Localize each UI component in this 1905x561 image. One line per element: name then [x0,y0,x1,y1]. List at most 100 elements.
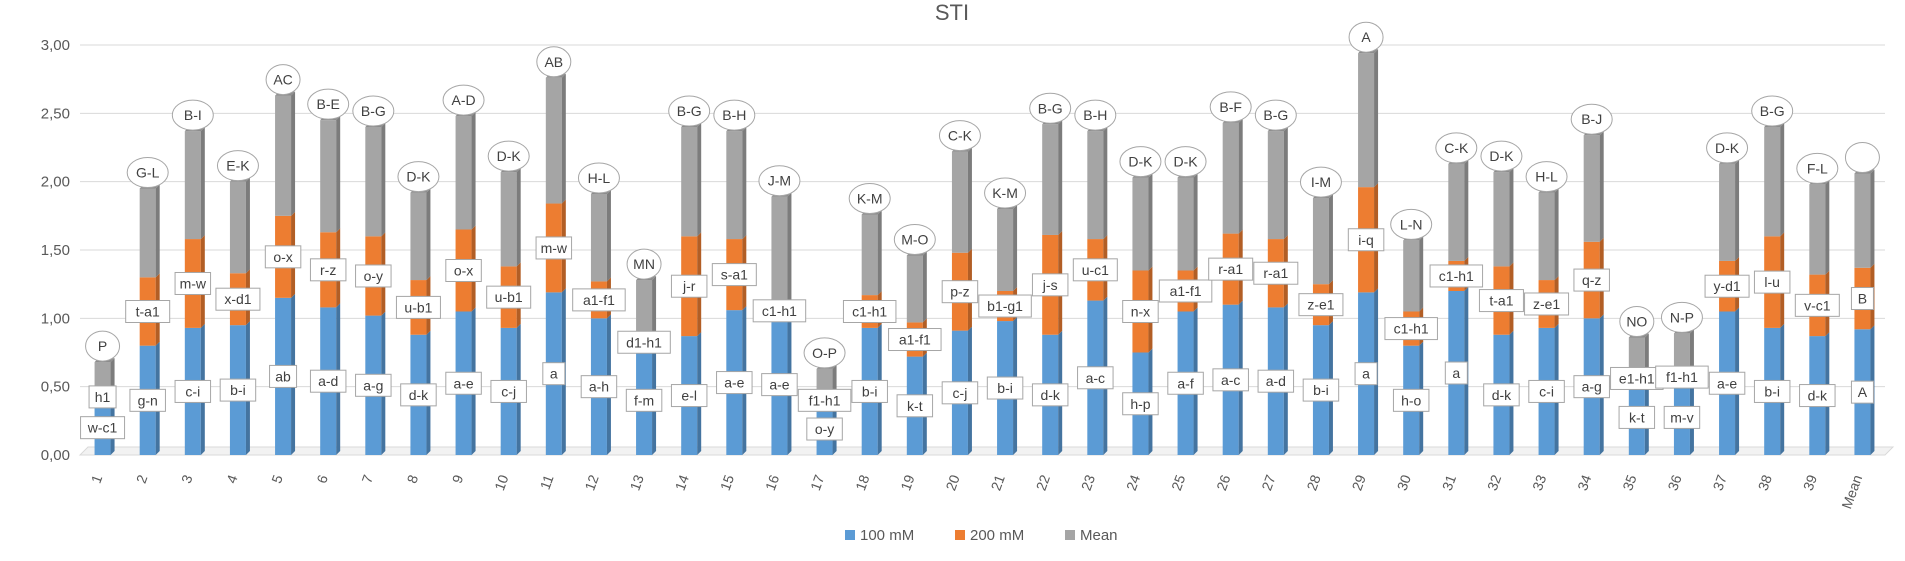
label-mean-group: I-M [1311,174,1331,190]
label-100mm-box [80,416,126,440]
label-200mm: o-y [364,268,383,284]
label-200mm-box [445,259,482,282]
label-200mm: y-d1 [1713,278,1740,294]
bar-side [516,168,521,267]
label-200mm-box [395,295,441,319]
label-mean-group: K-M [992,185,1018,201]
bar-side [922,251,927,323]
bar-side [742,127,747,240]
label-200mm: u-b1 [495,289,523,305]
bar-mean [1764,127,1781,237]
label-200mm: c1-h1 [1394,321,1429,337]
label-100mm: a-g [363,377,383,393]
label-mean-group-bubble [938,120,981,152]
label-200mm: f1-h1 [1666,369,1698,385]
label-mean-group-bubble [307,88,350,120]
label-100mm: h-o [1401,392,1421,408]
label-200mm-box [1655,365,1709,389]
label-200mm-box [1573,268,1610,292]
label-100mm-box [1618,405,1656,429]
label-mean-group-bubble [85,330,121,362]
label-100mm-box [1444,361,1468,385]
bar-mean [681,127,698,237]
bar-mean [1267,131,1284,240]
label-mean-group-bubble [713,99,756,131]
label-mean-group: D-K [406,169,431,185]
label-200mm-box [309,258,347,282]
label-200mm-box [842,300,897,323]
label-200mm: z-e1 [1307,297,1334,313]
label-mean-group-bubble [984,177,1027,209]
bar-mean [1403,240,1420,312]
label-mean-group: D-K [1174,154,1199,170]
label-200mm: d1-h1 [626,334,662,350]
label-200mm: m-w [180,275,207,291]
label-100mm-box [761,373,798,397]
bar-side [110,358,115,394]
label-mean-group-bubble [577,162,620,194]
y-tick-label: 3,00 [41,37,70,54]
label-200mm-box [264,245,302,269]
label-mean-group-bubble [397,161,440,193]
label-mean-group-bubble [352,95,395,127]
bar-mean [1493,172,1510,267]
label-mean-group: B-G [1760,103,1785,119]
label-200mm-box [1208,257,1254,281]
bar-side [1103,127,1108,240]
bar-side [1148,173,1153,271]
label-200mm: b1-g1 [987,298,1023,314]
bar-side [1328,194,1333,285]
bar-side [1870,169,1875,268]
label-100mm-box [269,364,298,388]
label-100mm-box [1167,371,1204,395]
bar-mean [1312,198,1329,285]
label-100mm-box [1663,405,1701,429]
label-200mm: q-z [1582,272,1601,288]
bar-side [1554,188,1559,281]
label-100mm: h-p [1130,396,1150,412]
bar-side [967,147,972,253]
label-mean-group-bubble [536,46,572,78]
x-tick-label: 35 [1619,472,1639,492]
bar-mean [771,196,788,308]
label-100mm-box [1077,366,1114,390]
bar-side [1193,173,1198,271]
label-100mm: g-n [138,392,158,408]
label-mean-group-bubble [442,84,485,116]
label-200mm: j-s [1042,277,1058,293]
bar-mean [1719,163,1736,261]
label-200mm: u-c1 [1082,262,1109,278]
label-mean-group-bubble [171,99,214,131]
label-200mm: r-a1 [1263,265,1288,281]
label-200mm: j-r [682,278,696,294]
label-mean-group: J-M [768,173,791,189]
label-200mm: u-b1 [404,299,432,315]
bar-side [1780,123,1785,237]
label-100mm: a-d [318,373,338,389]
label-200mm-box [1429,264,1484,288]
label-200mm: a1-f1 [899,332,931,348]
label-mean-group: F-L [1807,160,1828,176]
label-200mm: x-d1 [224,291,251,307]
label-200mm-box [572,288,626,312]
label-mean-group: A [1361,29,1371,45]
x-tick-label: 37 [1710,472,1730,492]
label-mean-group: C-K [948,128,973,144]
label-100mm: k-t [1629,409,1645,425]
letter-labels: w-c1 h1 Pg-n t-a1 G-L c-i m-w B-I b-i x-d1 E-K ab o-… [80,21,1880,441]
label-100mm-box [1122,392,1159,416]
label-mean-group-bubble [626,248,662,280]
label-mean-group: MN [633,256,655,272]
label-100mm-box [129,388,166,412]
x-tick-label: 38 [1755,472,1775,492]
label-mean-group-bubble [1480,140,1523,172]
label-200mm: t-a1 [136,304,160,320]
label-mean-group: B-H [1083,107,1107,123]
label-100mm: a-e [453,375,473,391]
label-200mm: v-c1 [1804,297,1831,313]
label-200mm-box [125,300,171,323]
x-tick-label: 4 [223,472,241,485]
x-tick-label: 11 [537,472,557,491]
label-200mm-box [1072,258,1118,282]
label-mean-group-bubble [1164,146,1207,178]
